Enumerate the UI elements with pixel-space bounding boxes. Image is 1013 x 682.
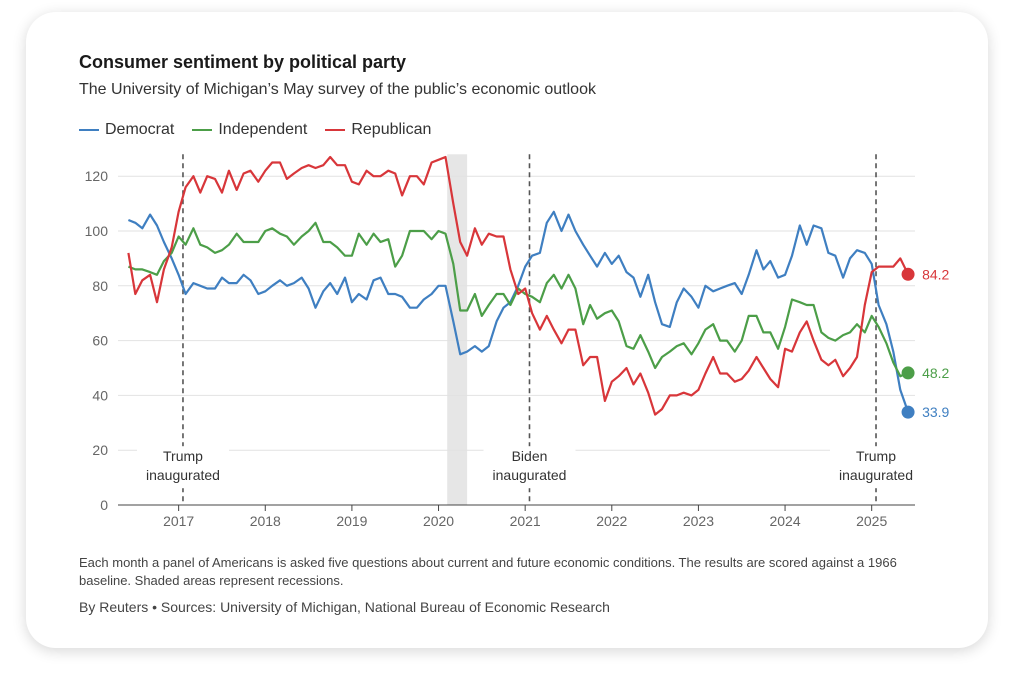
legend-label-republican: Republican [351,121,432,138]
y-tick-label-80: 80 [92,278,108,294]
x-tick-label-2025: 2025 [856,513,887,529]
legend-swatch-independent [192,129,213,131]
series-end-label-independent: 48.2 [922,365,949,381]
event-label-2-line1: Trump [856,448,896,464]
y-tick-label-100: 100 [85,223,109,239]
x-tick-label-2024: 2024 [769,513,800,529]
series-line-republican [127,155,910,416]
series-line-democrat [127,210,910,413]
y-tick-label-0: 0 [100,497,108,513]
event-label-0-line2: inaugurated [146,467,220,483]
series-endpoint-democrat [901,405,915,419]
y-tick-label-40: 40 [92,387,108,403]
legend-item-republican: Republican [325,121,431,139]
chart-card [26,12,988,648]
y-tick-label-120: 120 [85,168,109,184]
series-endpoint-republican [901,267,915,281]
series-end-label-democrat: 33.9 [922,404,949,420]
event-label-bg-0 [136,446,229,489]
legend-swatch-democrat [79,129,99,131]
x-tick-label-2017: 2017 [163,513,194,529]
legend-item-democrat: Democrat [79,121,174,139]
legend-swatch-republican [325,129,346,131]
event-label-1-line2: inaugurated [493,467,567,483]
legend-item-independent: Independent [192,121,307,139]
chart-title: Consumer sentiment by political party [79,52,407,72]
chart-legend: Democrat Independent Republican [79,121,431,139]
series-line-independent [127,221,909,378]
recession-shade-0 [447,154,468,505]
legend-label-democrat: Democrat [105,121,175,138]
x-tick-label-2023: 2023 [683,513,714,529]
event-label-bg-1 [483,446,576,489]
chart-note: Each month a panel of Americans is asked… [79,555,897,588]
series-endpoint-independent [901,366,915,380]
event-label-1-line1: Biden [512,448,548,464]
y-tick-label-20: 20 [92,442,108,458]
chart-source: By Reuters • Sources: University of Mich… [79,599,610,615]
y-tick-label-60: 60 [92,333,108,349]
event-label-0-line1: Trump [163,448,203,464]
event-label-bg-2 [830,446,923,489]
event-label-2-line2: inaugurated [839,467,913,483]
series-end-label-republican: 84.2 [922,266,949,282]
x-tick-label-2022: 2022 [596,513,627,529]
x-tick-label-2019: 2019 [336,513,367,529]
x-tick-label-2021: 2021 [510,513,541,529]
x-tick-label-2018: 2018 [250,513,281,529]
chart-subtitle: The University of Michigan’s May survey … [79,81,596,98]
x-tick-label-2020: 2020 [423,513,454,529]
legend-label-independent: Independent [218,121,308,138]
